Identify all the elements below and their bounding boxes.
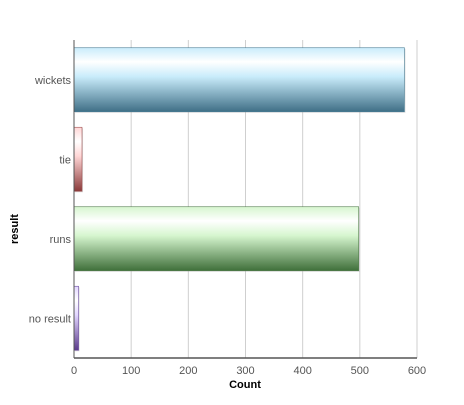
y-tick-label: wickets	[34, 75, 72, 87]
bars	[74, 48, 405, 352]
bar-tie	[74, 127, 82, 191]
x-tick-label: 400	[293, 365, 311, 377]
bar-no-result	[74, 286, 79, 350]
x-tick-label: 300	[236, 365, 254, 377]
bar-wickets	[74, 48, 404, 112]
y-tick-label: runs	[50, 234, 72, 246]
x-tick-label: 500	[351, 365, 369, 377]
y-axis-label: result	[9, 214, 21, 244]
x-tick-label: 600	[408, 365, 426, 377]
y-tick-label: tie	[59, 154, 71, 166]
x-tick-label: 100	[122, 365, 140, 377]
x-tick-label: 0	[71, 365, 77, 377]
x-tick-label: 200	[179, 365, 197, 377]
y-tick-label: no result	[29, 313, 71, 325]
bar-runs	[74, 207, 359, 271]
x-axis-label: Count	[229, 379, 261, 391]
